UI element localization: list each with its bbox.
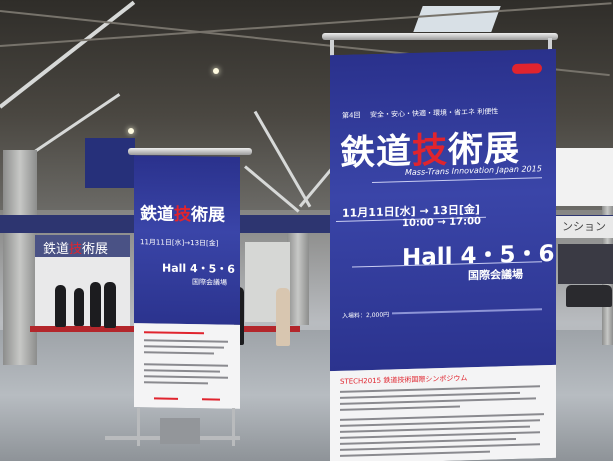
big-banner-edition: 第4回 [342, 111, 361, 120]
ceiling-light [128, 128, 134, 134]
ceiling-light [213, 68, 219, 74]
right-screens [558, 244, 613, 284]
booth-title-accent: 技 [69, 242, 83, 257]
booth-title-part: 術展 [82, 242, 109, 257]
hanging-sign [85, 138, 135, 188]
person [74, 288, 84, 326]
booth-sign: 鉄道技術展 [43, 238, 108, 257]
big-title-part: 鉄道 [340, 131, 413, 174]
person [55, 285, 66, 327]
small-title-part: 鉄道 [140, 204, 174, 225]
small-banner-hall: Hall 4・5・6 [162, 261, 235, 276]
small-banner-white-area [134, 323, 240, 409]
banner-stand-foot [160, 418, 200, 444]
person [104, 282, 116, 328]
crowd [566, 285, 612, 307]
big-banner-hanger [330, 40, 334, 60]
small-title-part: 術展 [191, 205, 225, 226]
big-banner-symposium: STECH2015 鉄道技術国際シンポジウム [340, 374, 468, 386]
big-banner: 第4回 安全・安心・快適・環境・省エネ 利便性 鉄道技術展 Mass-Trans… [330, 48, 556, 461]
right-sign-board [555, 148, 613, 206]
banner-stand-leg [232, 408, 235, 446]
mtij-logo-icon [512, 63, 542, 75]
big-banner-hanger [548, 38, 552, 56]
big-banner-admission: 入場料：2,000円 [342, 311, 390, 320]
person [90, 282, 101, 327]
right-sign: ンション [555, 216, 613, 238]
small-banner: 鉄道技術展 11月11日[水]→13日[金] Hall 4・5・6 国際会議場 [134, 155, 240, 409]
person [276, 288, 290, 346]
small-banner-title: 鉄道技術展 [140, 199, 225, 225]
big-banner-hours: 10:00 → 17:00 [402, 215, 482, 230]
big-banner-white-area: STECH2015 鉄道技術国際シンポジウム [330, 364, 556, 461]
booth-title-part: 鉄道 [43, 242, 70, 257]
big-banner-venue: 国際会議場 [468, 267, 523, 283]
small-title-accent: 技 [174, 204, 191, 226]
small-banner-venue: 国際会議場 [192, 278, 227, 287]
small-banner-rod [128, 148, 252, 155]
pillar [3, 150, 37, 365]
small-banner-dates: 11月11日[水]→13日[金] [140, 238, 219, 248]
big-banner-rod [322, 33, 558, 40]
banner-stand-leg [137, 408, 140, 446]
big-title-accent: 技 [412, 130, 449, 172]
pillar [287, 215, 309, 325]
